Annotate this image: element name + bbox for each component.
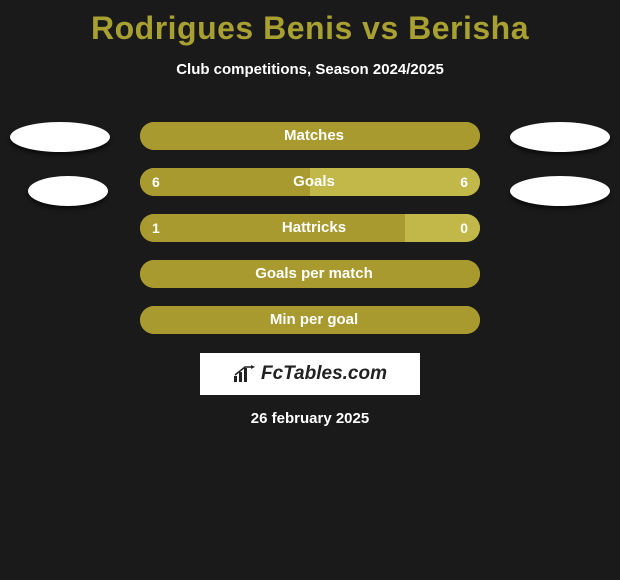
- stat-label: Min per goal: [140, 306, 480, 334]
- footer-date: 26 february 2025: [0, 410, 620, 427]
- page-subtitle: Club competitions, Season 2024/2025: [0, 61, 620, 78]
- logo-text: FcTables.com: [261, 363, 387, 385]
- stat-value-left: 6: [152, 168, 160, 196]
- avatar-right-2: [510, 176, 610, 206]
- stat-value-right: 0: [460, 214, 468, 242]
- stat-row: Matches: [140, 122, 480, 150]
- stat-label: Hattricks: [140, 214, 480, 242]
- stat-row: Goals6 6: [140, 168, 480, 196]
- stats-container: Matches Goals6 6 Hattricks1 0 Goals per match…: [140, 122, 480, 352]
- avatar-left-2: [28, 176, 108, 206]
- stat-label: Goals per match: [140, 260, 480, 288]
- stat-label: Matches: [140, 122, 480, 150]
- avatar-right-1: [510, 122, 610, 152]
- stat-label: Goals: [140, 168, 480, 196]
- stat-row: Goals per match: [140, 260, 480, 288]
- stat-value-left: 1: [152, 214, 160, 242]
- chart-icon: [233, 365, 255, 383]
- avatar-left-1: [10, 122, 110, 152]
- logo-badge: FcTables.com: [200, 353, 420, 395]
- page-title: Rodrigues Benis vs Berisha: [0, 0, 620, 47]
- stat-row: Min per goal: [140, 306, 480, 334]
- stat-row: Hattricks1 0: [140, 214, 480, 242]
- stat-value-right: 6: [460, 168, 468, 196]
